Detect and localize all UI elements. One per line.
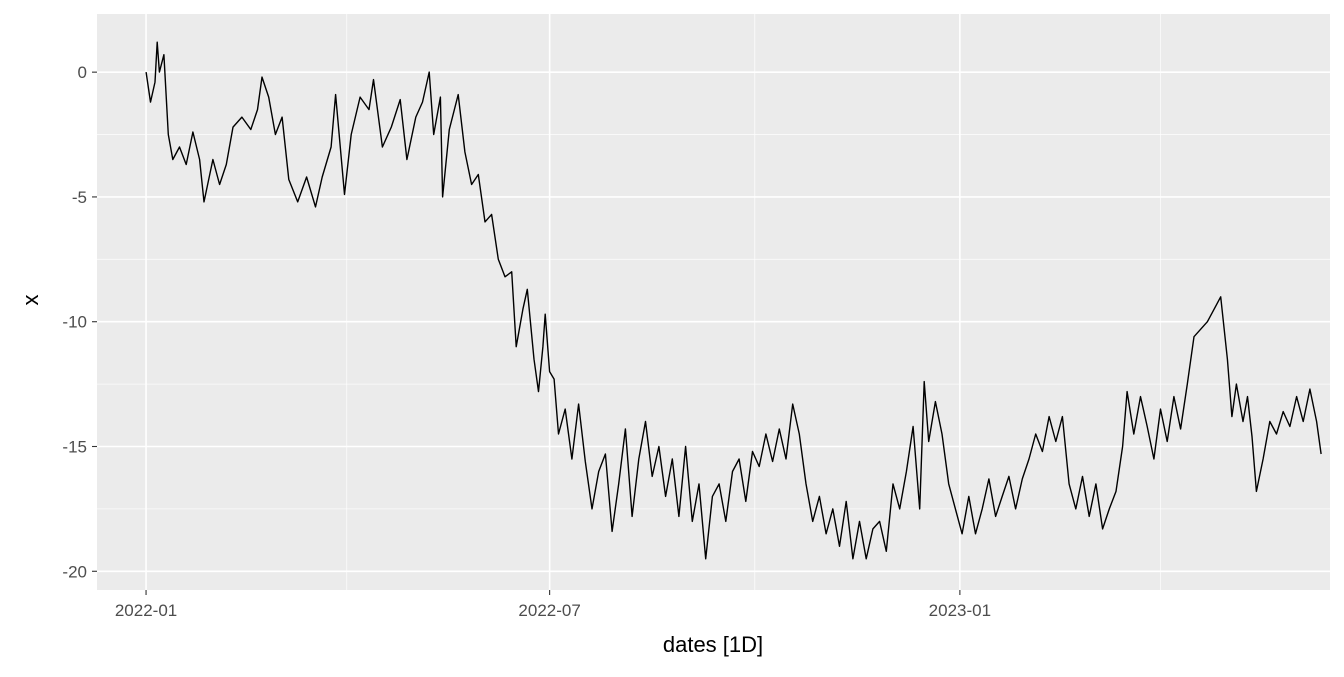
y-tick-label: -15 <box>62 437 87 456</box>
y-tick-label: 0 <box>78 63 87 82</box>
y-axis-title: x <box>18 295 43 306</box>
series-line <box>145 41 1322 560</box>
x-tick-label: 2022-01 <box>115 601 177 620</box>
x-axis-title: dates [1D] <box>663 632 763 657</box>
y-axis: 0 -5 -10 -15 -20 <box>62 63 97 581</box>
x-axis: 2022-01 2022-07 2023-01 <box>115 590 991 620</box>
y-tick-label: -20 <box>62 562 87 581</box>
major-gridlines <box>97 14 1330 590</box>
plot-panel <box>97 14 1330 590</box>
minor-gridlines <box>97 14 1330 590</box>
x-tick-label: 2022-07 <box>518 601 580 620</box>
y-tick-label: -10 <box>62 313 87 332</box>
x-tick-label: 2023-01 <box>929 601 991 620</box>
y-tick-label: -5 <box>72 188 87 207</box>
